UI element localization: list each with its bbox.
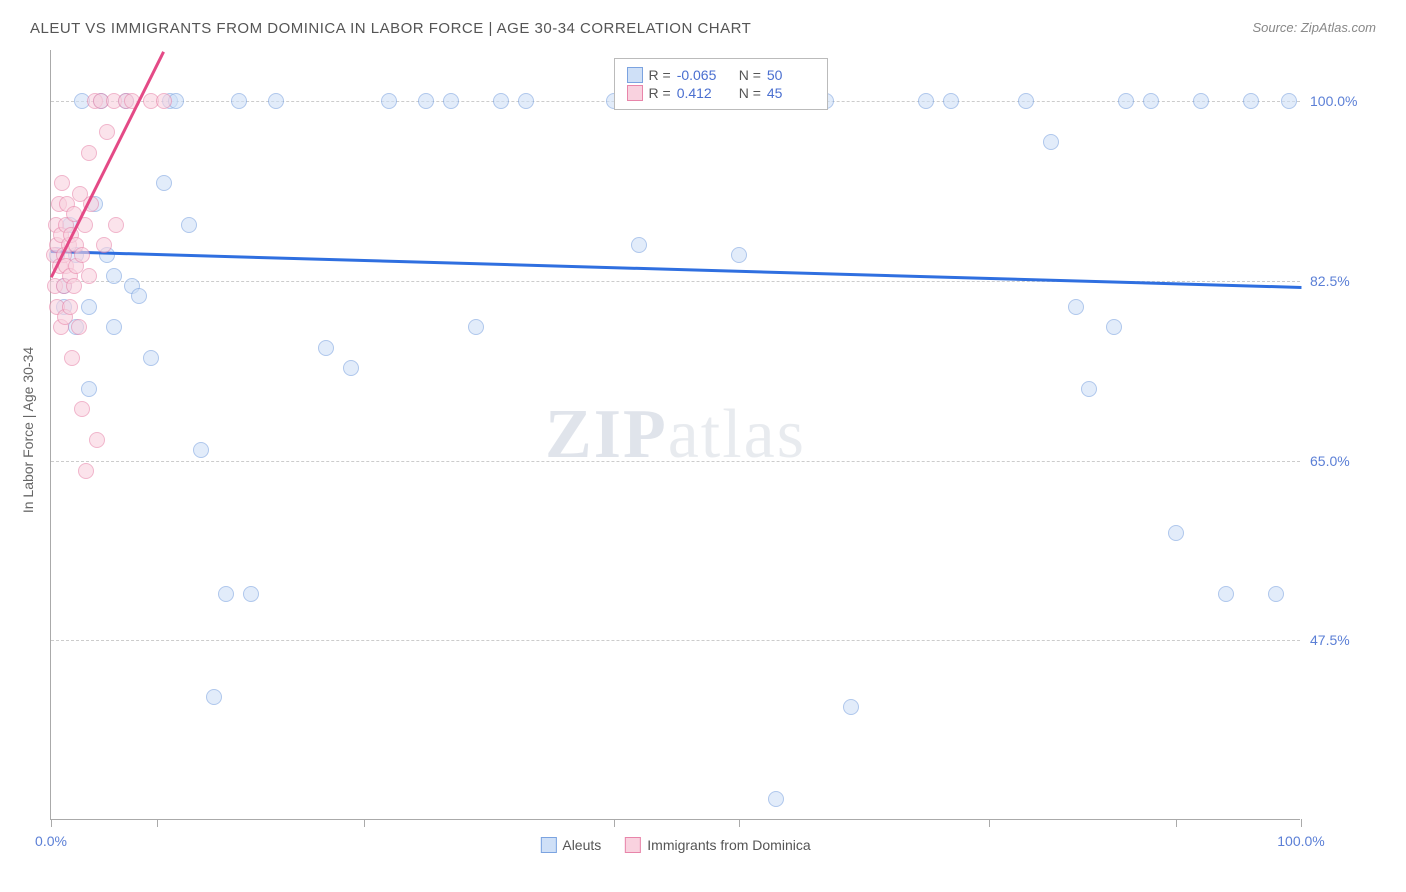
scatter-point bbox=[106, 319, 122, 335]
y-tick-label: 47.5% bbox=[1310, 632, 1380, 648]
scatter-point bbox=[1168, 525, 1184, 541]
y-tick-label: 100.0% bbox=[1310, 93, 1380, 109]
x-tick bbox=[364, 819, 365, 827]
scatter-point bbox=[318, 340, 334, 356]
scatter-point bbox=[64, 350, 80, 366]
legend-swatch bbox=[627, 85, 643, 101]
legend-label: Aleuts bbox=[562, 837, 601, 853]
scatter-point bbox=[1243, 93, 1259, 109]
legend-item: Immigrants from Dominica bbox=[625, 837, 810, 853]
scatter-point bbox=[181, 217, 197, 233]
scatter-point bbox=[81, 268, 97, 284]
chart-title: ALEUT VS IMMIGRANTS FROM DOMINICA IN LAB… bbox=[30, 20, 751, 37]
scatter-point bbox=[74, 401, 90, 417]
r-label: R = bbox=[649, 67, 671, 83]
scatter-point bbox=[1143, 93, 1159, 109]
scatter-point bbox=[71, 319, 87, 335]
scatter-point bbox=[96, 237, 112, 253]
scatter-point bbox=[193, 442, 209, 458]
scatter-point bbox=[106, 268, 122, 284]
scatter-point bbox=[108, 217, 124, 233]
x-tick-label: 0.0% bbox=[35, 833, 67, 849]
scatter-point bbox=[206, 689, 222, 705]
scatter-point bbox=[731, 247, 747, 263]
y-tick-label: 82.5% bbox=[1310, 273, 1380, 289]
x-tick bbox=[157, 819, 158, 827]
y-tick-label: 65.0% bbox=[1310, 453, 1380, 469]
scatter-point bbox=[943, 93, 959, 109]
scatter-point bbox=[81, 145, 97, 161]
x-tick bbox=[1301, 819, 1302, 827]
legend-label: Immigrants from Dominica bbox=[647, 837, 810, 853]
scatter-point bbox=[156, 93, 172, 109]
legend-item: Aleuts bbox=[540, 837, 601, 853]
scatter-point bbox=[66, 278, 82, 294]
scatter-point bbox=[156, 175, 172, 191]
scatter-point bbox=[131, 288, 147, 304]
scatter-point bbox=[468, 319, 484, 335]
plot-area: ZIPatlas 47.5%65.0%82.5%100.0%0.0%100.0%… bbox=[50, 50, 1300, 820]
scatter-point bbox=[81, 381, 97, 397]
x-tick bbox=[739, 819, 740, 827]
scatter-point bbox=[493, 93, 509, 109]
x-tick bbox=[989, 819, 990, 827]
x-tick bbox=[614, 819, 615, 827]
scatter-point bbox=[231, 93, 247, 109]
n-value: 45 bbox=[767, 85, 815, 101]
scatter-point bbox=[518, 93, 534, 109]
y-axis-label: In Labor Force | Age 30-34 bbox=[20, 347, 36, 513]
scatter-point bbox=[62, 299, 78, 315]
scatter-point bbox=[1218, 586, 1234, 602]
scatter-point bbox=[74, 247, 90, 263]
scatter-point bbox=[768, 791, 784, 807]
n-value: 50 bbox=[767, 67, 815, 83]
x-tick-label: 100.0% bbox=[1277, 833, 1324, 849]
r-value: 0.412 bbox=[677, 85, 725, 101]
legend-swatch bbox=[540, 837, 556, 853]
x-tick bbox=[1176, 819, 1177, 827]
scatter-point bbox=[78, 463, 94, 479]
scatter-point bbox=[843, 699, 859, 715]
scatter-point bbox=[1268, 586, 1284, 602]
scatter-point bbox=[418, 93, 434, 109]
r-label: R = bbox=[649, 85, 671, 101]
scatter-point bbox=[243, 586, 259, 602]
scatter-point bbox=[1068, 299, 1084, 315]
scatter-point bbox=[268, 93, 284, 109]
scatter-point bbox=[1118, 93, 1134, 109]
n-label: N = bbox=[739, 85, 761, 101]
scatter-point bbox=[343, 360, 359, 376]
scatter-point bbox=[631, 237, 647, 253]
gridline bbox=[51, 640, 1300, 641]
scatter-point bbox=[381, 93, 397, 109]
r-value: -0.065 bbox=[677, 67, 725, 83]
legend-stats-box: R = -0.065 N = 50 R = 0.412 N = 45 bbox=[614, 58, 828, 110]
scatter-point bbox=[443, 93, 459, 109]
scatter-point bbox=[1043, 134, 1059, 150]
scatter-point bbox=[81, 299, 97, 315]
scatter-point bbox=[89, 432, 105, 448]
scatter-point bbox=[143, 350, 159, 366]
legend-bottom: Aleuts Immigrants from Dominica bbox=[540, 837, 810, 853]
scatter-point bbox=[1281, 93, 1297, 109]
gridline bbox=[51, 461, 1300, 462]
scatter-point bbox=[218, 586, 234, 602]
legend-swatch bbox=[627, 67, 643, 83]
watermark: ZIPatlas bbox=[545, 395, 806, 475]
scatter-point bbox=[1018, 93, 1034, 109]
scatter-point bbox=[1106, 319, 1122, 335]
x-tick bbox=[51, 819, 52, 827]
scatter-point bbox=[918, 93, 934, 109]
source-label: Source: ZipAtlas.com bbox=[1252, 20, 1376, 35]
scatter-point bbox=[54, 175, 70, 191]
n-label: N = bbox=[739, 67, 761, 83]
legend-swatch bbox=[625, 837, 641, 853]
scatter-point bbox=[99, 124, 115, 140]
scatter-point bbox=[1193, 93, 1209, 109]
trend-line bbox=[51, 250, 1301, 288]
scatter-point bbox=[1081, 381, 1097, 397]
